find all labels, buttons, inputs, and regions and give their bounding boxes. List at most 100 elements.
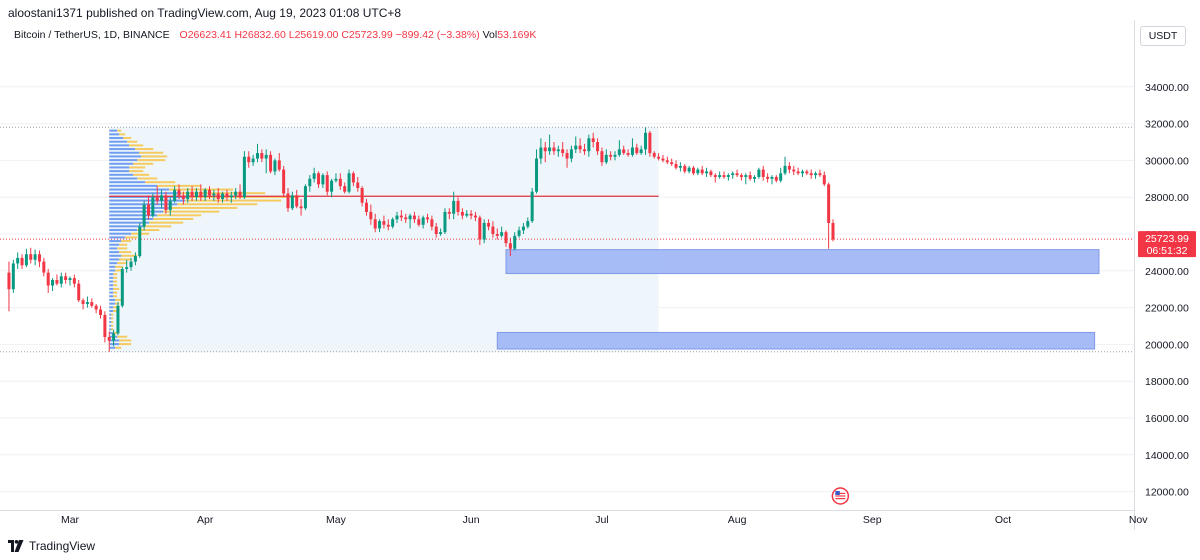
candle-body: [142, 204, 146, 227]
volume-profile-bar-down: [157, 214, 202, 217]
volume-profile-bar-up: [109, 276, 114, 279]
candle-body: [500, 232, 504, 236]
candle-body: [321, 175, 325, 185]
volume-profile-bar-down: [115, 269, 122, 272]
candle-body: [648, 132, 652, 154]
candle-body: [347, 173, 351, 192]
candle-body: [330, 180, 334, 192]
currency-selector[interactable]: USDT: [1140, 26, 1186, 46]
volume-profile-bar-up: [109, 243, 120, 246]
tradingview-brand: TradingView: [29, 539, 96, 553]
candle-body: [456, 200, 460, 212]
volume-profile-bar-down: [113, 287, 120, 290]
volume-profile-bar-down: [185, 199, 282, 202]
volume-profile-bar-down: [141, 155, 168, 158]
volume-profile-bar-up: [109, 162, 134, 165]
volume-profile-bar-up: [109, 332, 114, 335]
last-price-label: 25723.99: [1145, 233, 1189, 245]
volume-profile-bar-up: [109, 232, 132, 235]
last-price-tag: [1138, 231, 1196, 258]
volume-profile-bar-up: [109, 287, 114, 290]
volume-profile-bar-up: [109, 269, 116, 272]
candle-body: [59, 276, 63, 284]
candle-body: [72, 278, 76, 284]
candle-body: [7, 272, 11, 290]
candle-body: [356, 182, 360, 188]
candle-body: [670, 162, 674, 165]
candle-body: [194, 191, 198, 198]
candle-body: [77, 283, 81, 301]
candle-body: [705, 171, 709, 174]
candle-body: [51, 280, 55, 286]
volume-profile-bar-down: [119, 243, 128, 246]
volume-profile-bar-up: [109, 240, 122, 243]
volume-profile-bar-up: [109, 343, 120, 346]
volume-profile-bar-down: [137, 229, 160, 232]
x-tick-label: Jul: [595, 514, 608, 526]
candle-body: [827, 184, 831, 223]
volume-profile-bar-up: [109, 159, 138, 162]
tradingview-footer[interactable]: TradingView: [8, 539, 95, 553]
volume-profile-bar-down: [137, 177, 158, 180]
candle-body: [29, 254, 33, 260]
candle-body: [85, 302, 89, 304]
volume-profile-bar-down: [111, 328, 114, 331]
volume-profile-bar-up: [109, 328, 112, 331]
candle-body: [639, 149, 643, 154]
y-tick-label: 34000.00: [1145, 82, 1189, 94]
volume-profile-bar-down: [117, 247, 128, 250]
candle-body: [722, 175, 726, 177]
y-tick-label: 14000.00: [1145, 450, 1189, 462]
volume-profile-bar-down: [113, 280, 118, 283]
candle-body: [430, 219, 434, 227]
candle-body: [24, 254, 28, 266]
volume-profile-bar-down: [119, 339, 132, 342]
candle-body: [822, 175, 826, 185]
candle-body: [487, 222, 491, 227]
candle-body: [818, 173, 822, 176]
volume-profile-bar-down: [169, 206, 238, 209]
candle-body: [652, 153, 656, 157]
candle-body: [208, 189, 212, 196]
volume-profile-bar-up: [109, 206, 170, 209]
volume-profile-bar-down: [115, 346, 122, 349]
candle-body: [395, 215, 399, 220]
x-tick-label: Oct: [995, 514, 1011, 526]
candle-body: [20, 257, 24, 266]
volume-profile-bar-down: [133, 162, 154, 165]
volume-profile-bar-down: [119, 251, 132, 254]
candle-body: [674, 164, 678, 168]
candle-body: [587, 138, 591, 152]
y-tick-label: 22000.00: [1145, 303, 1189, 315]
candle-body: [447, 211, 451, 214]
volume-profile-bar-down: [113, 273, 118, 276]
tradingview-logo-icon: [8, 540, 24, 552]
candle-body: [552, 147, 556, 152]
volume-profile-bar-up: [109, 251, 120, 254]
demand-zone: [496, 331, 1096, 350]
volume-profile-bar-up: [109, 321, 112, 324]
candle-body: [508, 243, 512, 249]
candle-body: [317, 173, 321, 185]
us-flag-event-icon[interactable]: [831, 487, 850, 505]
candle-body: [517, 230, 521, 236]
candle-body: [578, 145, 582, 150]
candle-body: [513, 235, 517, 249]
y-tick-label: 30000.00: [1145, 155, 1189, 167]
candle-body: [783, 165, 787, 174]
volume-profile-bar-down: [133, 173, 150, 176]
volume-profile-bar-down: [113, 306, 118, 309]
volume-profile-bar-up: [109, 302, 116, 305]
candle-body: [251, 158, 255, 163]
volume-profile-bar-down: [113, 291, 118, 294]
candle-body: [739, 175, 743, 177]
publish-info: aloostani1371 published on TradingView.c…: [8, 6, 402, 20]
volume-profile-bar-down: [129, 170, 144, 173]
candle-body: [766, 176, 770, 179]
volume-profile-bar-up: [109, 155, 142, 158]
candle-body: [696, 169, 700, 174]
volume-profile-bar-up: [109, 273, 114, 276]
candle-body: [282, 169, 286, 194]
volume-profile-bar-up: [109, 203, 178, 206]
